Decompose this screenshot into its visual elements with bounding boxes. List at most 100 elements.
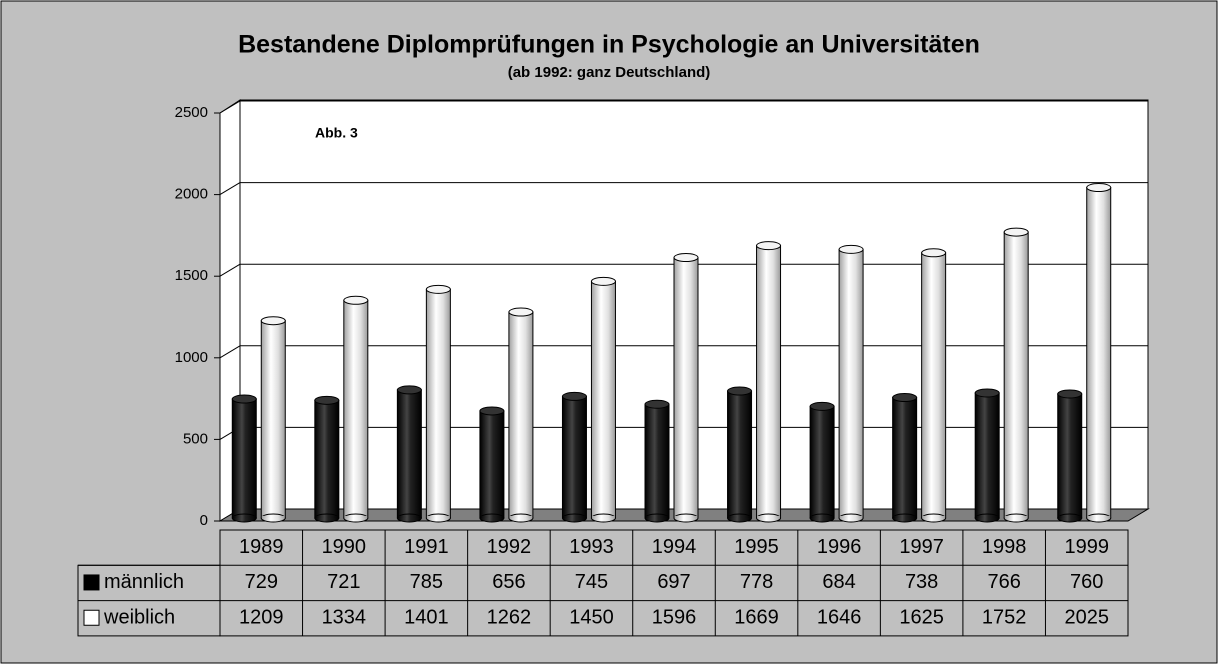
bar-body [1087, 516, 1111, 518]
bar-top [892, 393, 918, 403]
bar-top [809, 401, 835, 411]
bar-body [590, 280, 616, 519]
y-tick-label: 500 [183, 430, 208, 447]
bar [425, 284, 451, 523]
bar-body [343, 299, 369, 519]
x-tick-label: 1997 [899, 536, 944, 558]
table-value: 1209 [239, 607, 284, 629]
bar-body [396, 389, 422, 519]
table-value: 738 [905, 571, 938, 593]
bar-body [561, 395, 587, 519]
x-tick-label: 1999 [1064, 536, 1109, 558]
grid-line [219, 100, 241, 114]
bar-top [756, 241, 782, 251]
table-value: 766 [987, 571, 1020, 593]
bar [590, 276, 616, 523]
x-tick-label: 1990 [322, 536, 367, 558]
bar [644, 399, 670, 523]
table-value: 721 [327, 571, 360, 593]
bar-body [921, 252, 947, 519]
bar-body [261, 516, 285, 518]
bar [508, 307, 534, 523]
bar [921, 248, 947, 523]
bar [1086, 183, 1112, 523]
table-value: 1646 [817, 607, 862, 629]
bar-top [479, 406, 505, 416]
y-tick-label: 2500 [175, 104, 208, 121]
bar [673, 253, 699, 523]
bar-body [673, 257, 699, 519]
chart-subtitle: (ab 1992: ganz Deutschland) [508, 64, 711, 81]
legend-swatch [83, 609, 100, 626]
table-value: 729 [245, 571, 278, 593]
bar [809, 401, 835, 523]
bar-body [1004, 516, 1028, 518]
bar-body [260, 320, 286, 519]
grid-line [219, 263, 241, 277]
bar-top [974, 388, 1000, 398]
table-value: 684 [822, 571, 855, 593]
bar-top [644, 399, 670, 409]
table-value: 1401 [404, 607, 449, 629]
table-value: 697 [657, 571, 690, 593]
bar-top [1057, 389, 1083, 399]
table-value: 1262 [487, 607, 532, 629]
table-value: 1625 [899, 607, 944, 629]
x-tick-label: 1992 [487, 536, 532, 558]
bar [314, 395, 340, 523]
y-tick-label: 0 [200, 512, 208, 529]
bar-body [974, 392, 1000, 519]
table-value: 1596 [652, 607, 697, 629]
bar-top [838, 244, 864, 254]
table-value: 656 [492, 571, 525, 593]
bar-body [508, 311, 534, 519]
bar-top [396, 385, 422, 395]
legend-swatch [83, 574, 100, 591]
bar-body [975, 516, 999, 518]
bar-body [1086, 187, 1112, 519]
bar-top [343, 295, 369, 305]
bar-body [480, 516, 504, 518]
bar [231, 394, 257, 523]
bar [892, 393, 918, 523]
bar-body [1058, 516, 1082, 518]
table-value: 1334 [322, 607, 367, 629]
x-tick-label: 1994 [652, 536, 697, 558]
bar-body [479, 410, 505, 519]
bar-body [1057, 393, 1083, 519]
chart-title: Bestandene Diplomprüfungen in Psychologi… [238, 31, 980, 59]
bar-body [231, 398, 257, 519]
bar [479, 406, 505, 523]
table-value: 1752 [982, 607, 1027, 629]
legend-label: männlich [104, 571, 184, 593]
bar-top [561, 391, 587, 401]
bar-body [314, 399, 340, 519]
bar-body [892, 397, 918, 519]
bar-body [839, 516, 863, 518]
bar-body [838, 248, 864, 519]
table-value: 760 [1070, 571, 1103, 593]
bar-top [260, 316, 286, 326]
bar-body [674, 516, 698, 518]
bar [343, 295, 369, 523]
x-tick-label: 1996 [817, 536, 862, 558]
bar-body [344, 516, 368, 518]
bar-top [673, 253, 699, 263]
bar-top [425, 284, 451, 294]
bar-body [757, 516, 781, 518]
bar [756, 241, 782, 523]
bar [974, 388, 1000, 523]
grid-line [219, 182, 241, 196]
bar-body [562, 516, 586, 518]
bar-body [893, 516, 917, 518]
bar-body [810, 516, 834, 518]
bar-body [591, 516, 615, 518]
bar-body [509, 516, 533, 518]
x-tick-label: 1991 [404, 536, 449, 558]
x-tick-label: 1995 [734, 536, 779, 558]
bar [1003, 227, 1029, 523]
table-value: 1450 [569, 607, 614, 629]
y-tick-label: 1500 [175, 267, 208, 284]
table-value: 785 [410, 571, 443, 593]
